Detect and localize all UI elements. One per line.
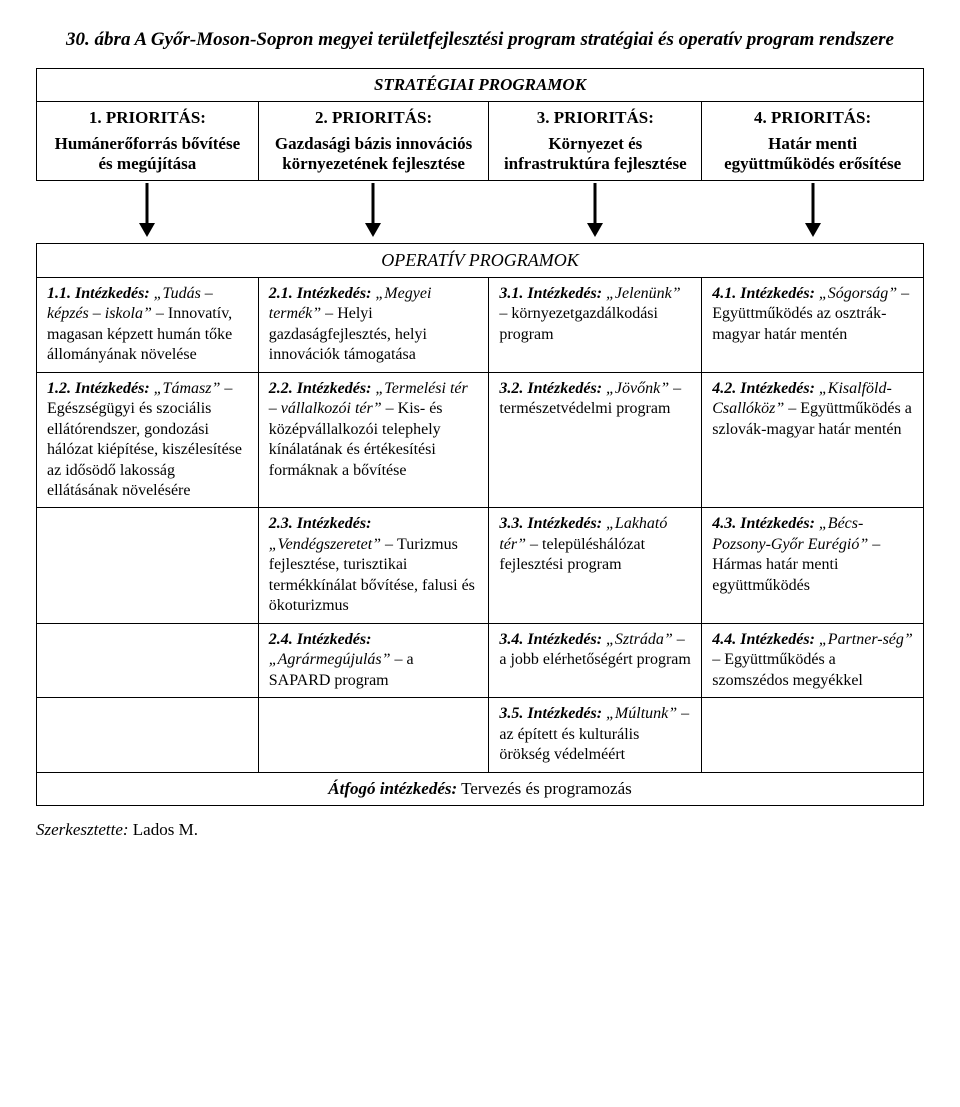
priority-number: 2. PRIORITÁS: [269, 108, 479, 128]
measure-cell: 3.5. Intézkedés: „Múltunk” – az épített … [489, 698, 702, 772]
operative-table: OPERATÍV PROGRAMOK 1.1. Intézkedés: „Tud… [36, 243, 924, 806]
arrow-cell [36, 183, 258, 237]
arrow-down-icon [586, 183, 604, 237]
measure-cell-empty [37, 698, 259, 772]
arrow-cell [702, 183, 924, 237]
table-row: 2.3. Intézkedés: „Vendégszeretet” – Turi… [37, 508, 924, 623]
arrow-cell [489, 183, 702, 237]
arrow-down-icon [804, 183, 822, 237]
priority-number: 4. PRIORITÁS: [712, 108, 913, 128]
measure-cell-empty [258, 698, 489, 772]
measure-cell: 2.4. Intézkedés: „Agrármegújulás” – a SA… [258, 623, 489, 697]
footer-text: Tervezés és programozás [457, 779, 632, 798]
measure-cell-empty [702, 698, 924, 772]
measure-cell: 3.2. Intézkedés: „Jövőnk” – természetvéd… [489, 372, 702, 508]
strategic-table: STRATÉGIAI PROGRAMOK 1. PRIORITÁS: Humán… [36, 68, 924, 181]
measure-cell: 1.1. Intézkedés: „Tudás – képzés – iskol… [37, 277, 259, 372]
measure-cell: 3.3. Intézkedés: „Lakható tér” – települ… [489, 508, 702, 623]
strategic-header: STRATÉGIAI PROGRAMOK [37, 68, 924, 101]
measure-cell-empty [37, 623, 259, 697]
priority-number: 3. PRIORITÁS: [499, 108, 691, 128]
table-row: 3.5. Intézkedés: „Múltunk” – az épített … [37, 698, 924, 772]
table-row: 1.2. Intézkedés: „Támasz” – Egészségügyi… [37, 372, 924, 508]
priority-desc: Határ menti együttműködés erősítése [712, 134, 913, 174]
priority-desc: Humánerőforrás bővítése és megújítása [47, 134, 248, 174]
measure-cell: 1.2. Intézkedés: „Támasz” – Egészségügyi… [37, 372, 259, 508]
measure-cell: 2.3. Intézkedés: „Vendégszeretet” – Turi… [258, 508, 489, 623]
measure-cell: 4.4. Intézkedés: „Partner-ség” – Együttm… [702, 623, 924, 697]
measure-cell: 2.1. Intézkedés: „Megyei termék” – Helyi… [258, 277, 489, 372]
figure-title: 30. ábra A Győr-Moson-Sopron megyei terü… [36, 28, 924, 52]
measure-cell: 3.4. Intézkedés: „Sztráda” – a jobb elér… [489, 623, 702, 697]
measure-cell: 3.1. Intézkedés: „Jelenünk” – környezetg… [489, 277, 702, 372]
measure-cell: 4.1. Intézkedés: „Sógorság” – Együttműkö… [702, 277, 924, 372]
table-row: 1.1. Intézkedés: „Tudás – képzés – iskol… [37, 277, 924, 372]
arrow-row [36, 183, 924, 237]
measure-cell: 4.2. Intézkedés: „Kisalföld-Csallóköz” –… [702, 372, 924, 508]
priority-desc: Gazdasági bázis innovációs környezetének… [269, 134, 479, 174]
arrow-down-icon [364, 183, 382, 237]
editor-label: Szerkesztette: [36, 820, 129, 839]
measure-cell-empty [37, 508, 259, 623]
footer-label: Átfogó intézkedés: [328, 779, 457, 798]
priority-number: 1. PRIORITÁS: [47, 108, 248, 128]
operative-header: OPERATÍV PROGRAMOK [37, 243, 924, 277]
measure-cell: 4.3. Intézkedés: „Bécs-Pozsony-Győr Euré… [702, 508, 924, 623]
table-row: 2.4. Intézkedés: „Agrármegújulás” – a SA… [37, 623, 924, 697]
priority-row: 1. PRIORITÁS: Humánerőforrás bővítése és… [37, 101, 924, 180]
measure-cell: 2.2. Intézkedés: „Termelési tér – vállal… [258, 372, 489, 508]
footer-row: Átfogó intézkedés: Tervezés és programoz… [37, 772, 924, 805]
priority-desc: Környezet és infrastruktúra fejlesztése [499, 134, 691, 174]
arrow-cell [258, 183, 489, 237]
editor-name: Lados M. [129, 820, 198, 839]
editor-credit: Szerkesztette: Lados M. [36, 820, 924, 840]
arrow-down-icon [138, 183, 156, 237]
